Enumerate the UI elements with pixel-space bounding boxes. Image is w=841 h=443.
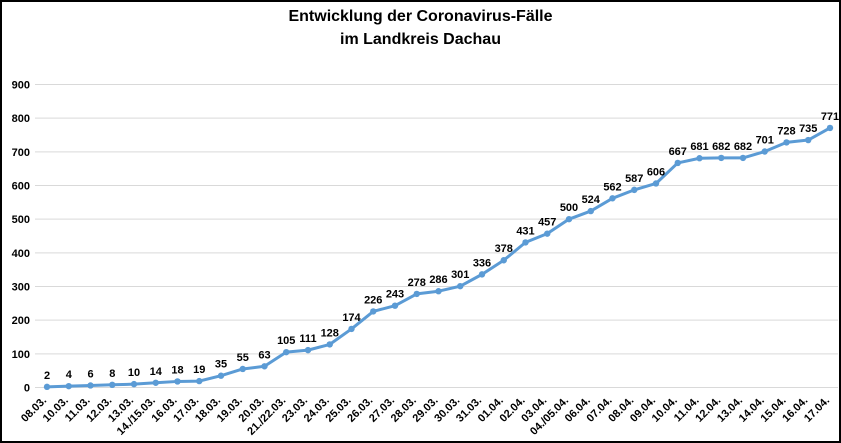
data-point-marker (435, 288, 442, 295)
data-label: 6 (87, 368, 93, 380)
data-point-marker (239, 365, 246, 373)
y-axis-tick-label: 700 (12, 147, 30, 159)
data-point-marker (826, 124, 834, 132)
data-point-marker (761, 148, 768, 155)
data-point-marker (718, 154, 725, 162)
y-axis-tick-label: 500 (12, 214, 30, 226)
data-point-marker (544, 230, 551, 237)
data-label: 111 (299, 333, 316, 345)
y-axis-tick-label: 0 (24, 383, 30, 395)
data-label: 2 (44, 370, 50, 382)
data-point-marker (739, 154, 747, 162)
data-point-marker (43, 383, 51, 391)
data-label: 500 (560, 202, 578, 214)
data-point-marker (609, 195, 616, 202)
data-point-marker (109, 381, 116, 389)
data-point-marker (805, 136, 812, 144)
data-point-marker (152, 379, 159, 386)
series-line (45, 126, 832, 389)
data-label: 286 (429, 274, 447, 286)
data-label: 243 (386, 289, 404, 301)
data-label: 8 (109, 368, 115, 380)
data-label: 682 (712, 141, 730, 153)
chart-title: Entwicklung der Coronavirus-Fälle im Lan… (2, 5, 839, 51)
data-point-marker (304, 346, 312, 354)
data-point-marker (174, 378, 181, 385)
y-axis-tick-label: 900 (12, 80, 30, 92)
data-point-marker (783, 139, 790, 146)
data-label: 431 (516, 225, 534, 237)
data-label: 19 (193, 364, 205, 376)
data-point-marker (370, 308, 377, 315)
data-label: 562 (603, 181, 621, 193)
data-label: 128 (321, 327, 339, 339)
data-label: 606 (647, 166, 665, 178)
data-point-marker (65, 382, 72, 390)
data-point-marker (283, 348, 290, 356)
data-label: 55 (237, 352, 249, 364)
data-label: 14 (150, 366, 163, 378)
data-point-marker (457, 282, 464, 290)
y-axis-tick-label: 400 (12, 248, 30, 260)
data-point-marker (565, 215, 573, 223)
data-label: 301 (451, 269, 469, 281)
data-point-marker (87, 382, 94, 389)
data-point-marker (478, 271, 486, 278)
data-label: 378 (495, 243, 513, 255)
data-point-marker (217, 372, 225, 379)
data-label: 226 (364, 294, 382, 306)
chart-title-line1: Entwicklung der Coronavirus-Fälle (288, 8, 553, 25)
data-label: 771 (821, 111, 839, 123)
y-axis-tick-label: 100 (12, 349, 30, 361)
data-point-marker (196, 377, 203, 385)
data-label: 682 (734, 141, 752, 153)
data-point-marker (631, 186, 638, 194)
data-label: 63 (258, 349, 270, 361)
data-point-marker (413, 290, 420, 298)
data-label: 105 (277, 335, 295, 347)
data-label: 701 (756, 134, 774, 146)
data-label: 278 (408, 277, 426, 289)
data-point-marker (674, 159, 681, 167)
data-point-marker (348, 325, 355, 333)
data-point-marker (326, 341, 333, 348)
data-point-marker (261, 363, 268, 370)
y-axis-tick-label: 600 (12, 181, 30, 193)
data-label: 587 (625, 173, 643, 185)
data-label: 728 (777, 125, 795, 137)
data-point-marker (696, 155, 703, 162)
data-label: 681 (690, 141, 708, 153)
data-point-marker (652, 180, 660, 187)
data-label: 336 (473, 257, 491, 269)
data-point-marker (587, 207, 594, 215)
data-label: 735 (799, 123, 817, 135)
data-point-marker (130, 380, 138, 388)
data-label: 667 (669, 146, 687, 158)
data-label: 4 (66, 369, 73, 381)
data-label: 457 (538, 217, 556, 229)
data-point-marker (522, 239, 529, 246)
data-label: 35 (215, 359, 227, 371)
data-label: 524 (582, 194, 601, 206)
data-point-marker (391, 302, 399, 309)
x-axis-tick-label: 17.04. (802, 395, 832, 425)
chart-title-line2: im Landkreis Dachau (340, 31, 501, 48)
data-label: 18 (171, 364, 183, 376)
data-label: 10 (128, 367, 140, 379)
y-axis-tick-label: 800 (12, 113, 30, 125)
data-point-marker (500, 257, 507, 264)
y-axis-tick-label: 300 (12, 282, 30, 294)
data-label: 174 (342, 312, 361, 324)
y-axis-tick-label: 200 (12, 315, 30, 327)
